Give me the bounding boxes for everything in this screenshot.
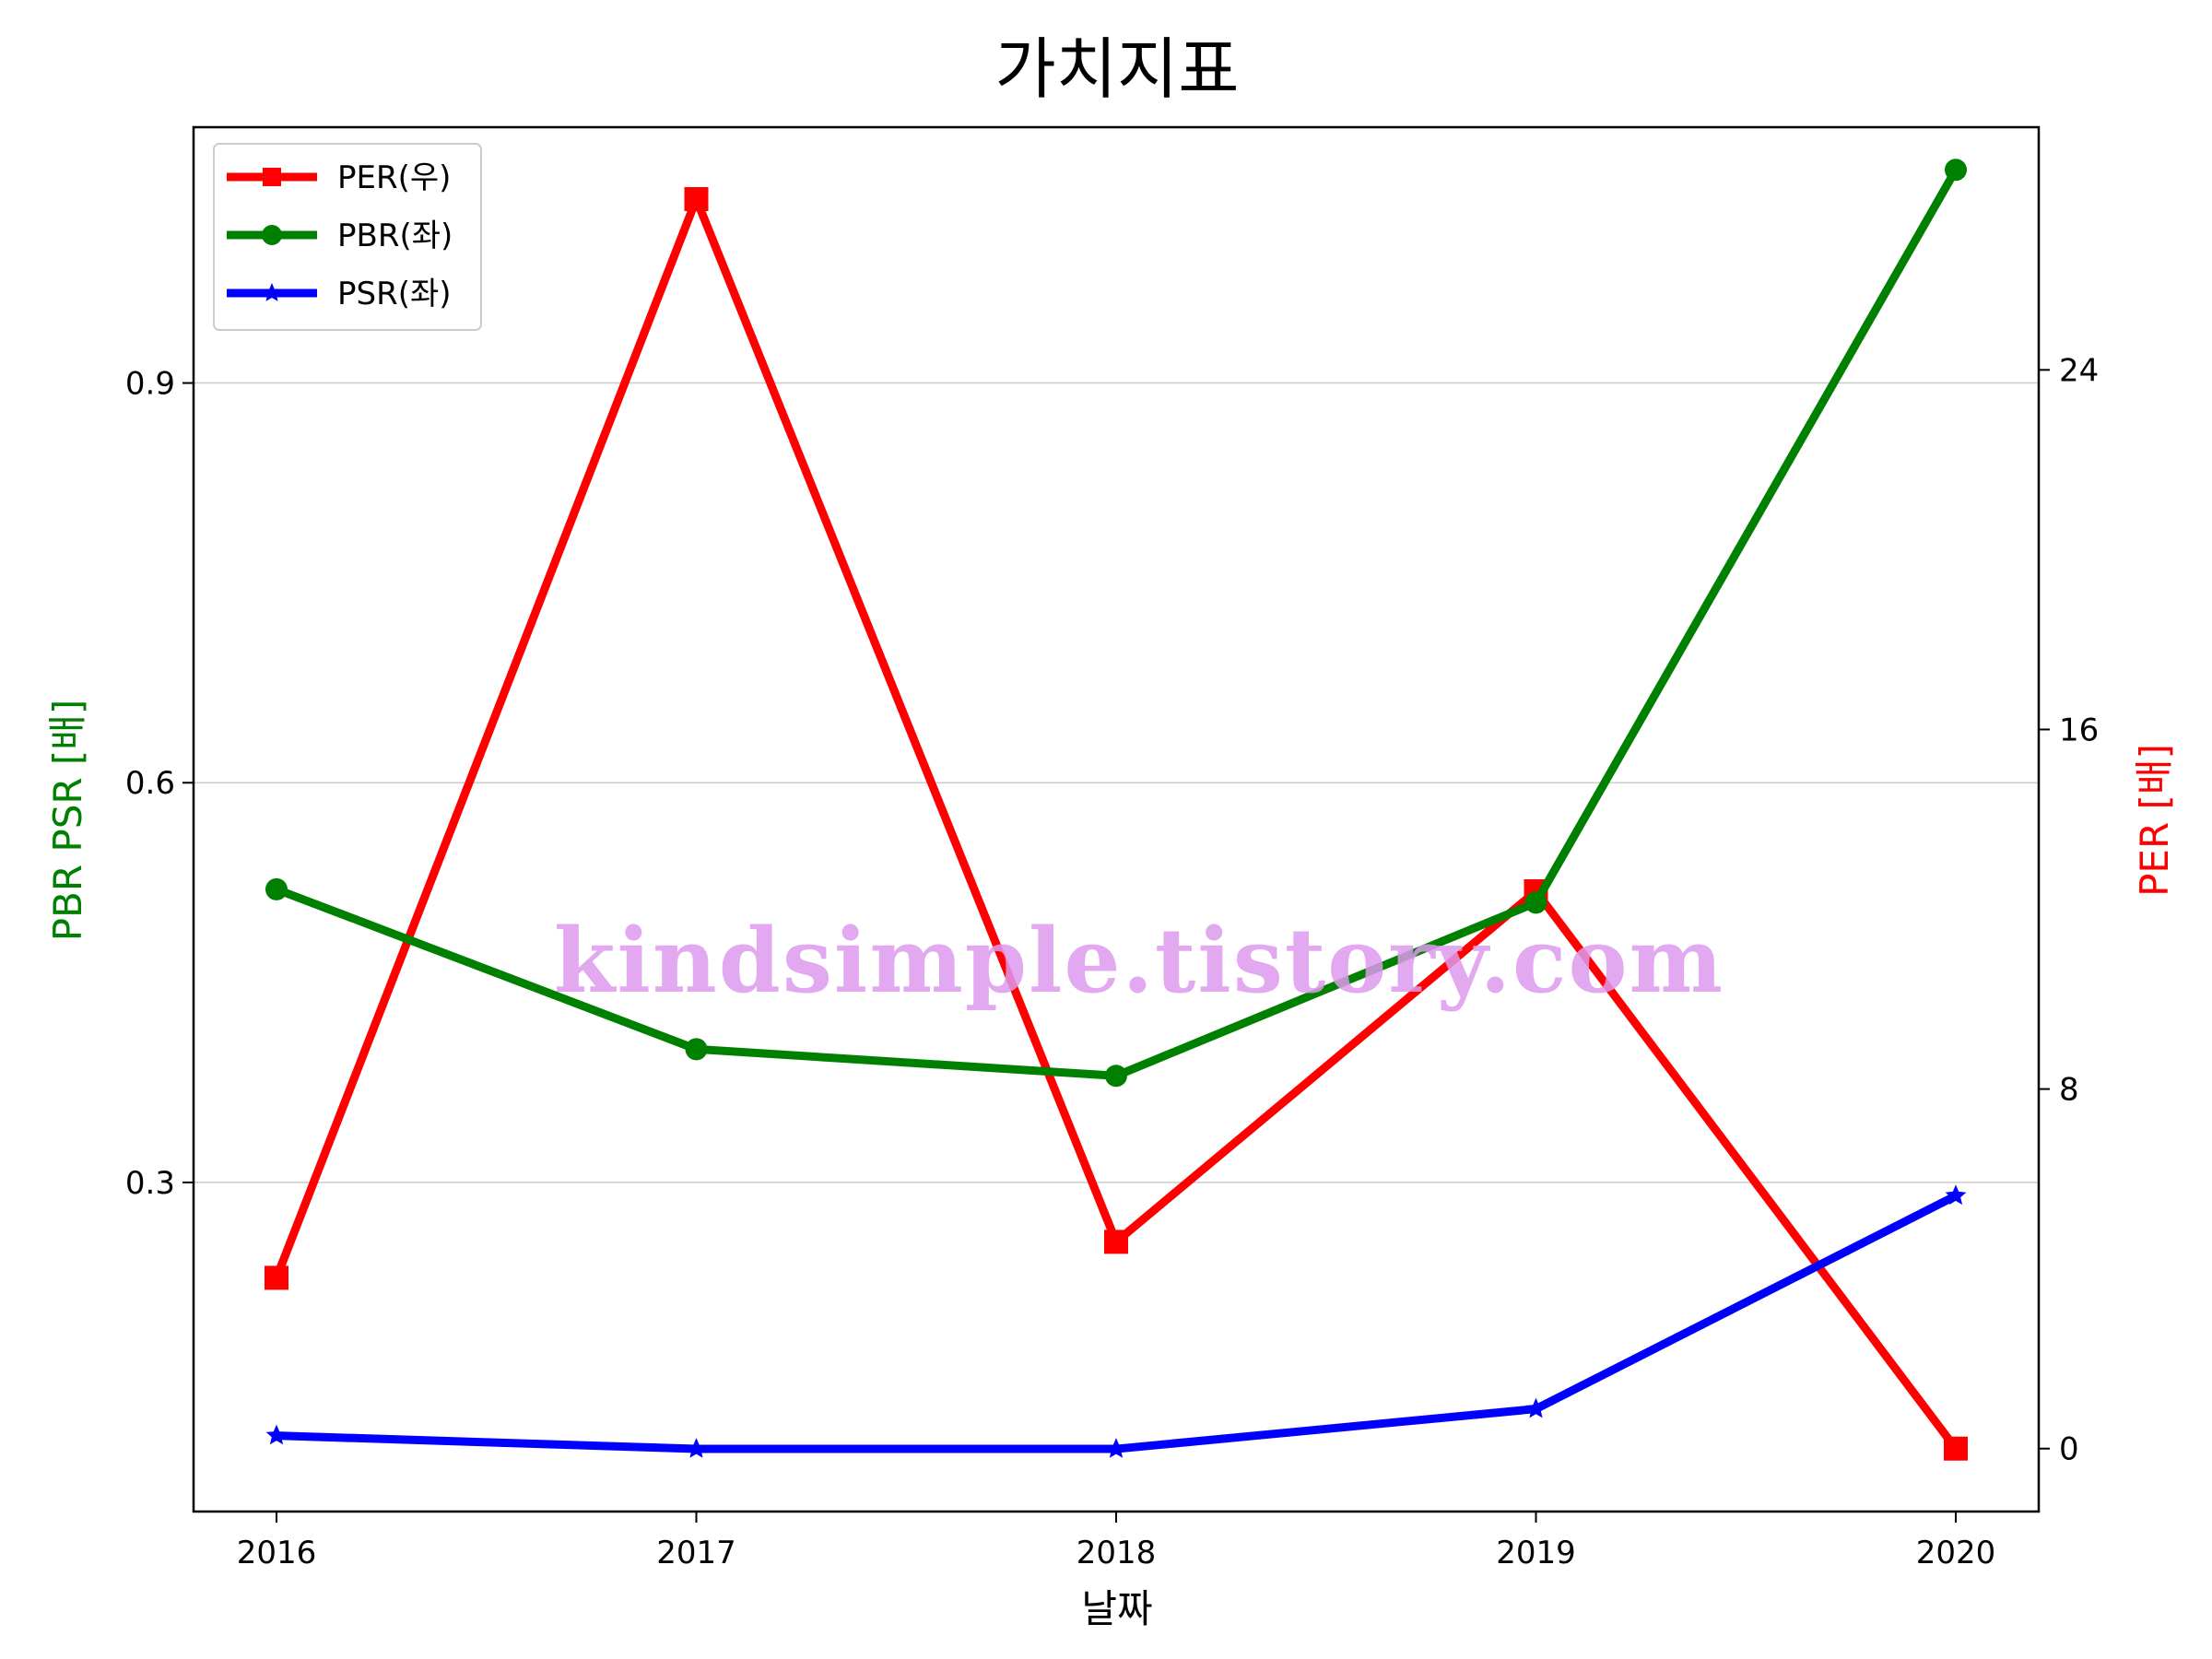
y-axis-label-left: PBR PSR [배] <box>45 700 90 942</box>
series-per-point <box>1104 1230 1128 1254</box>
series-psr-point <box>686 1438 707 1458</box>
x-tick-label: 2019 <box>1496 1535 1576 1571</box>
series-pbr-point <box>685 1038 708 1061</box>
series-per-point <box>1944 1436 1968 1461</box>
x-tick-label: 2017 <box>656 1535 736 1571</box>
y-tick-label-left: 0.9 <box>125 366 175 403</box>
legend-per-marker <box>263 168 281 186</box>
y-tick-label-left: 0.3 <box>125 1165 175 1202</box>
series-psr-point <box>1525 1397 1547 1418</box>
legend-per-label: PER(우) <box>337 159 451 196</box>
series-psr-point <box>265 1424 288 1445</box>
series-psr-point <box>1105 1438 1127 1458</box>
legend-psr-marker <box>262 283 282 301</box>
x-tick-label: 2016 <box>237 1535 317 1571</box>
series-pbr-point <box>1105 1065 1127 1088</box>
y-tick-label-right: 8 <box>2059 1072 2079 1109</box>
y-axis-label-right: PER [배] <box>2132 744 2177 897</box>
legend: PER(우) PBR(좌) PSR(좌) <box>213 143 482 331</box>
chart-title: 가치지표 <box>995 30 1240 108</box>
y-tick-label-left: 0.6 <box>125 765 175 802</box>
series-per-point <box>265 1265 288 1290</box>
x-tick-label: 2020 <box>1916 1535 1996 1571</box>
y-tick-label-right: 16 <box>2059 712 2099 748</box>
series-pbr-point <box>1524 891 1547 914</box>
legend-pbr-label: PBR(좌) <box>337 218 453 254</box>
watermark: kindsimple.tistory.com <box>554 909 1724 1013</box>
axes: 0.3 0.6 0.9 0 8 16 24 2016 2017 2018 2019 2020 <box>125 352 2099 1571</box>
y-tick-label-right: 24 <box>2059 352 2099 389</box>
y-tick-label-right: 0 <box>2059 1431 2079 1468</box>
x-axis-label: 날짜 <box>1081 1586 1152 1631</box>
series-psr-point <box>1945 1184 1967 1206</box>
legend-pbr-marker <box>262 225 282 245</box>
x-tick-label: 2018 <box>1077 1535 1157 1571</box>
legend-box <box>213 143 482 331</box>
series-layer <box>265 159 1968 1461</box>
series-per-point <box>684 187 709 212</box>
grid <box>194 382 2039 1183</box>
series-pbr-point <box>1945 159 1967 182</box>
series-pbr-point <box>265 877 288 900</box>
legend-psr-label: PSR(좌) <box>337 276 452 312</box>
